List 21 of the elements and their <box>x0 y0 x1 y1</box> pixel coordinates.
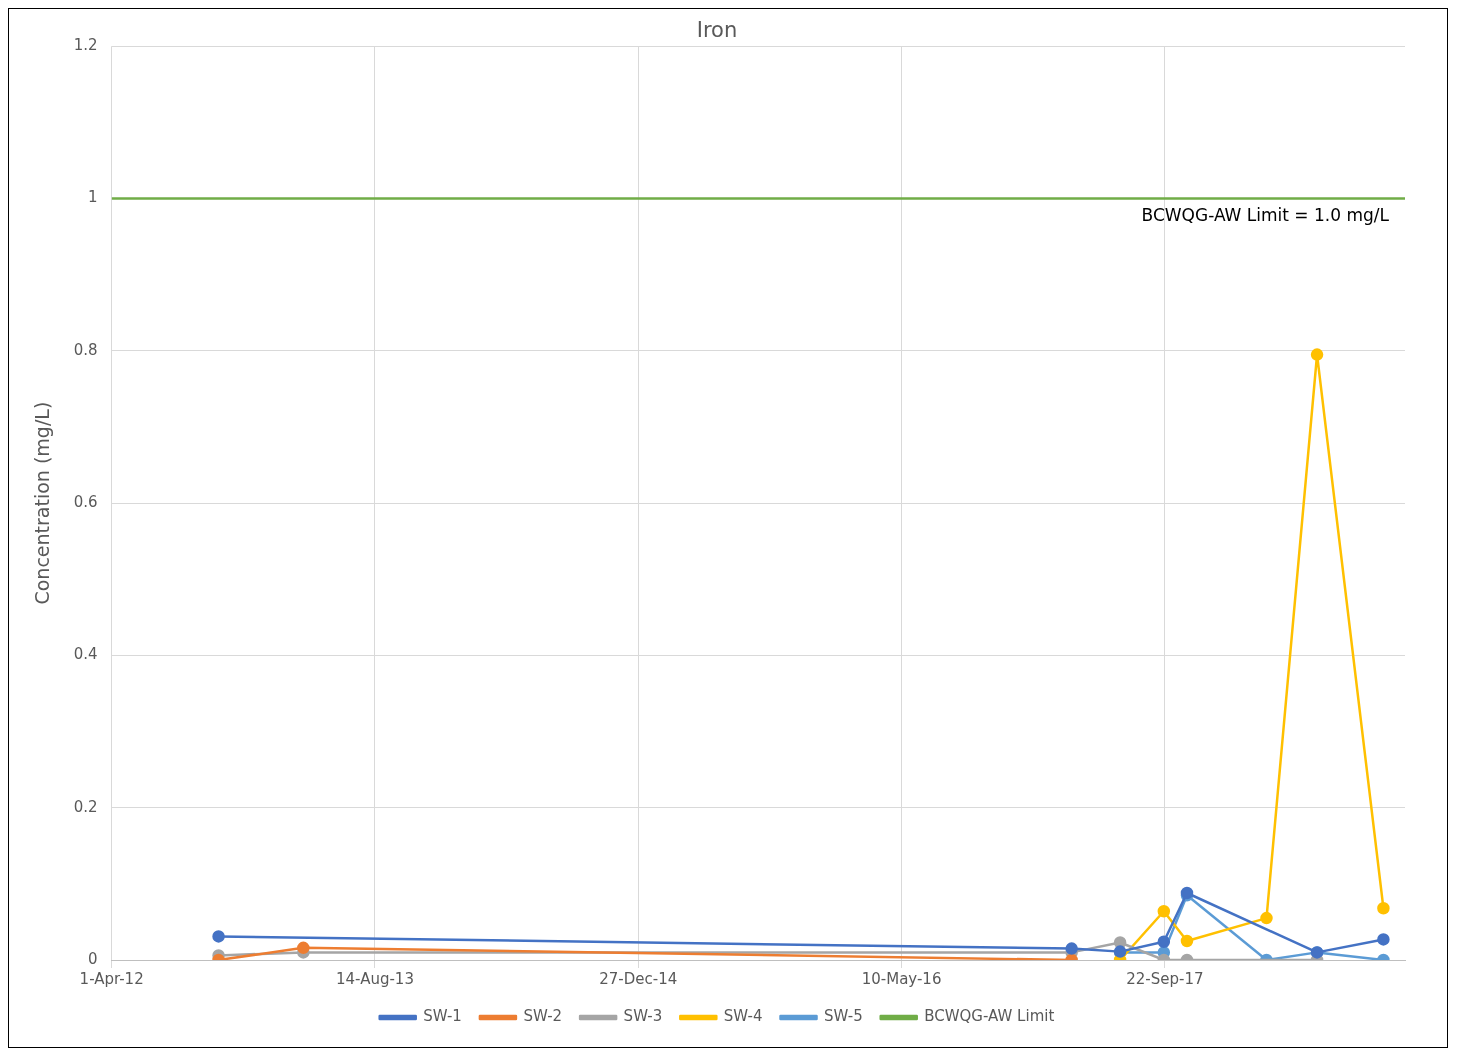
y-tick-label: 0.6 <box>73 492 98 511</box>
x-tick-label: 10-May-16 <box>861 969 942 988</box>
y-tick-label: 0 <box>88 949 98 968</box>
x-tick-label: 14-Aug-13 <box>335 969 414 988</box>
y-tick-label: 0.2 <box>73 797 98 816</box>
chart-title: Iron <box>696 18 738 43</box>
x-tick-label: 1-Apr-12 <box>79 969 144 988</box>
x-tick-label: 27-Dec-14 <box>599 969 678 988</box>
legend-label: SW-5 <box>824 1007 863 1026</box>
x-tick-label: 22-Sep-17 <box>1126 969 1204 988</box>
legend-label: SW-3 <box>623 1007 663 1026</box>
legend-label: SW-4 <box>723 1007 763 1026</box>
legend-label: SW-2 <box>523 1007 563 1026</box>
y-tick-label: 0.4 <box>73 645 98 664</box>
annotation: BCWQG-AW Limit = 1.0 mg/L <box>1141 205 1390 226</box>
legend-label: BCWQG-AW Limit <box>924 1007 1055 1026</box>
y-tick-label: 0.8 <box>73 340 98 359</box>
y-axis-title: Concentration (mg/L) <box>31 401 54 605</box>
y-tick-label: 1 <box>88 188 98 207</box>
legend-label: SW-1 <box>423 1007 462 1026</box>
y-tick-label: 1.2 <box>73 36 98 55</box>
